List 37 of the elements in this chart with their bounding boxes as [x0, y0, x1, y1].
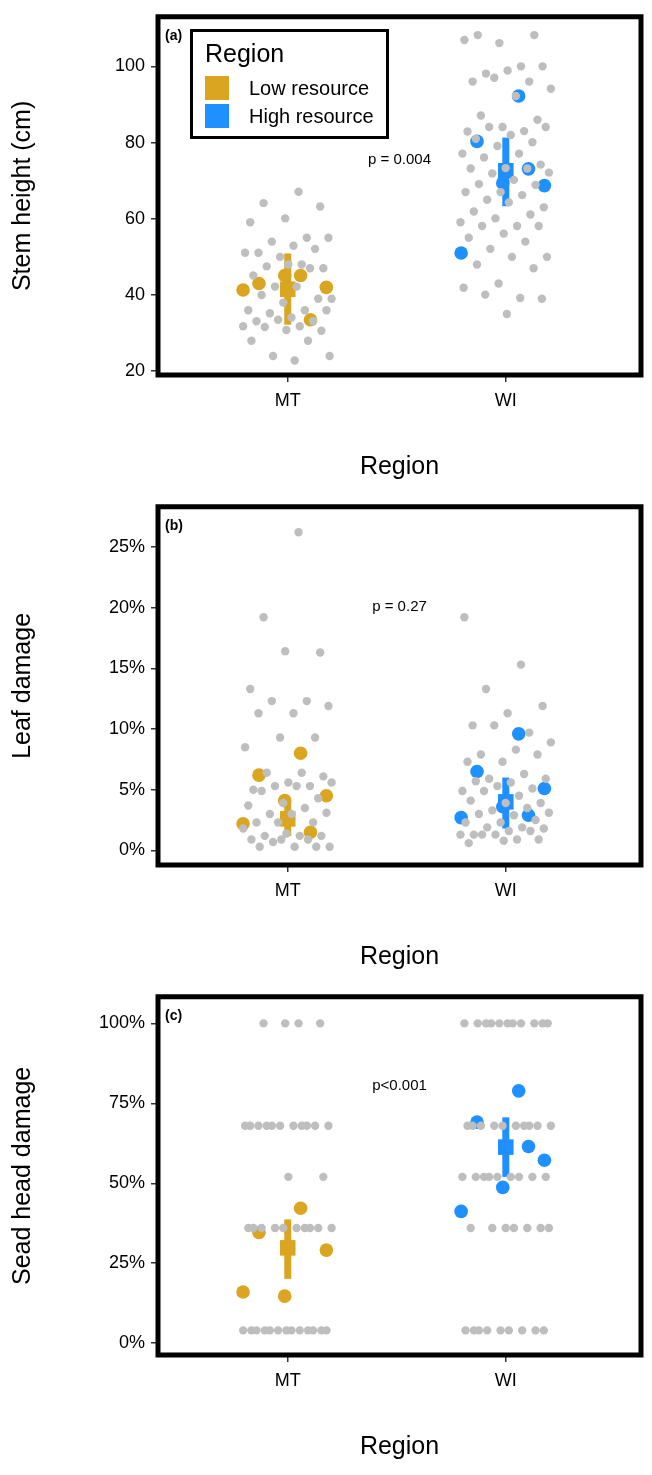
- y-tick-label: 25%: [108, 535, 145, 556]
- x-axis-title: Region: [359, 1430, 440, 1459]
- y-axis-title: Stem height (cm): [6, 100, 35, 292]
- annotation: p = 0.27: [372, 597, 427, 615]
- annotation: (c): [165, 1006, 183, 1023]
- y-axis-title: Sead head damage: [6, 1066, 35, 1286]
- y-tick-label: 100: [114, 55, 145, 76]
- x-tick-label: WI: [494, 1369, 517, 1390]
- x-tick-label: MT: [274, 1369, 301, 1390]
- x-axis-title: Region: [359, 450, 440, 479]
- legend-label: Low resource: [249, 75, 370, 101]
- y-tick-label: 20%: [108, 596, 145, 617]
- x-tick-label: WI: [494, 879, 517, 900]
- legend-title: Region: [205, 37, 286, 69]
- y-tick-label: 10%: [108, 717, 145, 738]
- y-tick-label: 0%: [118, 1332, 145, 1353]
- annotation: p<0.001: [372, 1076, 427, 1094]
- y-tick-label: 60: [124, 207, 145, 228]
- y-axis-title: Leaf damage: [6, 612, 35, 759]
- y-tick-label: 25%: [108, 1252, 145, 1273]
- annotation: p = 0.004: [368, 150, 431, 168]
- annotation: (b): [165, 516, 183, 533]
- x-tick-label: MT: [274, 879, 301, 900]
- y-tick-label: 80: [124, 131, 145, 152]
- x-axis-title: Region: [359, 940, 440, 969]
- y-tick-label: 75%: [108, 1092, 145, 1113]
- annotation: (a): [165, 26, 183, 43]
- y-tick-label: 20: [124, 360, 145, 381]
- legend-label: High resource: [249, 103, 374, 129]
- y-tick-label: 5%: [118, 778, 145, 799]
- y-tick-label: 40: [124, 283, 145, 304]
- y-tick-label: 0%: [118, 839, 145, 860]
- x-tick-label: WI: [494, 389, 517, 410]
- y-tick-label: 15%: [108, 657, 145, 678]
- x-tick-label: MT: [274, 389, 301, 410]
- y-tick-label: 100%: [98, 1012, 145, 1033]
- y-tick-label: 50%: [108, 1172, 145, 1193]
